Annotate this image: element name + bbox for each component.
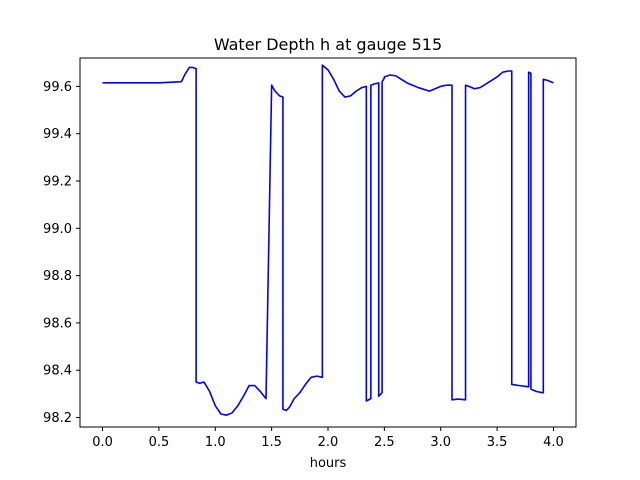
x-tick-label: 1.0	[205, 435, 226, 450]
x-tick-label: 0.0	[92, 435, 113, 450]
x-tick-label: 3.0	[430, 435, 451, 450]
chart-title: Water Depth h at gauge 515	[214, 35, 442, 54]
y-tick-label: 98.8	[43, 269, 72, 284]
x-tick-label: 4.0	[543, 435, 564, 450]
y-tick-label: 98.4	[43, 364, 72, 379]
x-axis: 0.0 0.5 1.0 1.5 2.0 2.5 3.0 3.5 4.0	[92, 427, 564, 450]
plot-area	[102, 64, 554, 416]
y-axis: 98.2 98.4 98.6 98.8 99.0 99.2 99.4 99.6	[43, 80, 80, 426]
y-tick-label: 99.0	[43, 222, 72, 237]
x-tick-label: 3.5	[487, 435, 508, 450]
x-tick-label: 0.5	[149, 435, 170, 450]
y-tick-label: 99.2	[43, 175, 72, 190]
y-tick-label: 98.6	[43, 316, 72, 331]
series-line	[102, 64, 554, 416]
x-tick-label: 1.5	[261, 435, 282, 450]
y-tick-label: 98.2	[43, 411, 72, 426]
axes-frame	[79, 57, 577, 428]
y-tick-label: 99.4	[43, 127, 72, 142]
x-tick-label: 2.0	[318, 435, 339, 450]
y-tick-label: 99.6	[43, 80, 72, 95]
x-axis-label: hours	[310, 456, 347, 471]
x-tick-label: 2.5	[374, 435, 395, 450]
